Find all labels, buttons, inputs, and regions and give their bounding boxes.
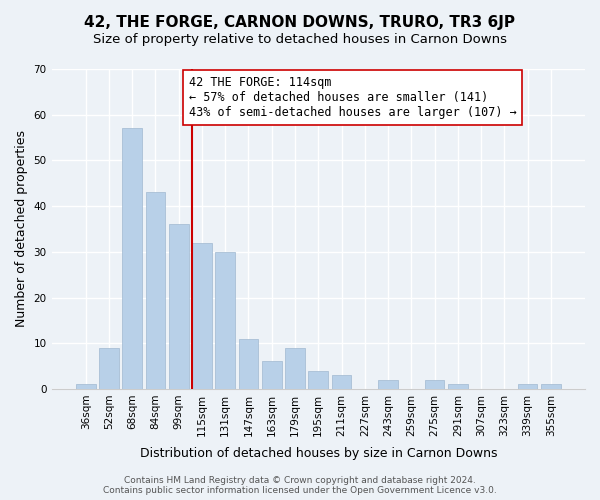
Text: 42, THE FORGE, CARNON DOWNS, TRURO, TR3 6JP: 42, THE FORGE, CARNON DOWNS, TRURO, TR3 … [85, 15, 515, 30]
Bar [192, 242, 212, 389]
Bar [285, 348, 305, 389]
Bar [99, 348, 119, 389]
Bar [425, 380, 445, 389]
Bar [308, 370, 328, 389]
Bar [146, 192, 166, 389]
Bar [262, 362, 281, 389]
Text: 42 THE FORGE: 114sqm
← 57% of detached houses are smaller (141)
43% of semi-deta: 42 THE FORGE: 114sqm ← 57% of detached h… [188, 76, 517, 119]
Bar [332, 375, 352, 389]
Bar [448, 384, 468, 389]
Bar [378, 380, 398, 389]
Bar [215, 252, 235, 389]
Bar [122, 128, 142, 389]
Y-axis label: Number of detached properties: Number of detached properties [15, 130, 28, 328]
Text: Contains HM Land Registry data © Crown copyright and database right 2024.
Contai: Contains HM Land Registry data © Crown c… [103, 476, 497, 495]
Bar [169, 224, 188, 389]
X-axis label: Distribution of detached houses by size in Carnon Downs: Distribution of detached houses by size … [140, 447, 497, 460]
Bar [76, 384, 95, 389]
Bar [518, 384, 538, 389]
Text: Size of property relative to detached houses in Carnon Downs: Size of property relative to detached ho… [93, 32, 507, 46]
Bar [239, 338, 259, 389]
Bar [541, 384, 561, 389]
